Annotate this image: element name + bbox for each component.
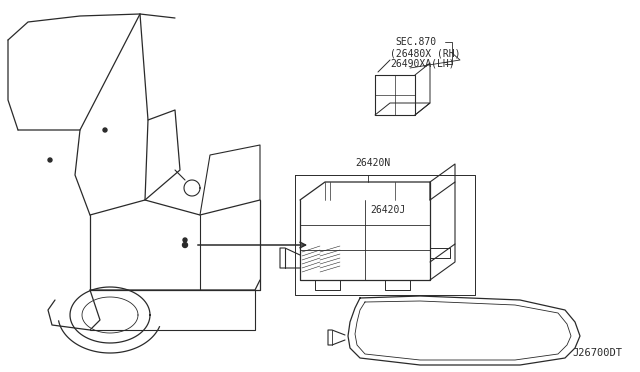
Text: 26420J: 26420J <box>370 205 405 215</box>
Text: 26420N: 26420N <box>355 158 390 168</box>
Text: 26490XA(LH): 26490XA(LH) <box>390 59 454 69</box>
Polygon shape <box>183 238 187 242</box>
Text: SEC.870: SEC.870 <box>395 37 436 47</box>
Polygon shape <box>103 128 107 132</box>
Polygon shape <box>182 243 188 247</box>
Text: J26700DT: J26700DT <box>572 348 622 358</box>
Polygon shape <box>48 158 52 162</box>
Text: (26480X (RH): (26480X (RH) <box>390 48 461 58</box>
